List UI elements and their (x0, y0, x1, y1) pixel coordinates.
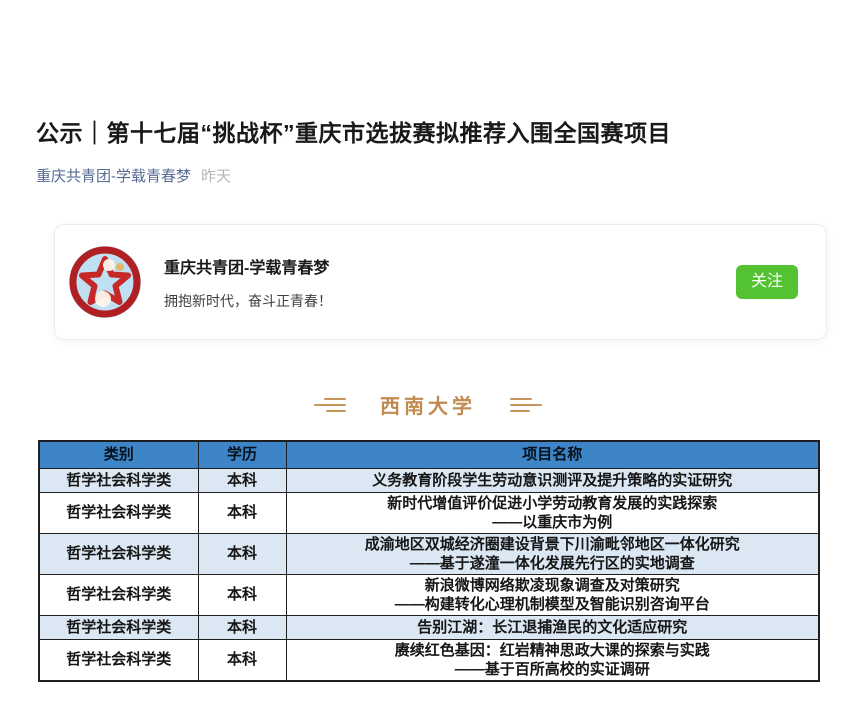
speed-lines-left-icon (314, 397, 346, 412)
degree-cell: 本科 (197, 638, 287, 682)
section-header-university: 西南大学 (36, 390, 820, 419)
category-cell: 哲学社会科学类 (38, 467, 199, 493)
degree-cell: 本科 (197, 532, 287, 575)
table-row: 哲学社会科学类 本科 新时代增值评价促进小学劳动教育发展的实践探索 ——以重庆市为… (38, 491, 820, 534)
article-page: 公示｜第十七届“挑战杯”重庆市选拔赛拟推荐入围全国赛项目 重庆共青团-学载青春梦… (36, 120, 827, 682)
account-avatar[interactable] (68, 245, 142, 319)
header-degree: 学历 (197, 440, 287, 469)
category-cell: 哲学社会科学类 (38, 573, 199, 616)
degree-cell: 本科 (197, 491, 287, 534)
publish-time: 昨天 (201, 168, 232, 186)
project-name-cell: 赓续红色基因：红岩精神思政大课的探索与实践 ——基于百所高校的实证调研 (285, 638, 820, 682)
table-row: 哲学社会科学类 本科 赓续红色基因：红岩精神思政大课的探索与实践 ——基于百所高校… (38, 638, 820, 682)
project-name-cell: 告别江湖：长江退捕渔民的文化适应研究 (285, 614, 820, 640)
category-cell: 哲学社会科学类 (38, 532, 199, 575)
table-row: 哲学社会科学类 本科 告别江湖：长江退捕渔民的文化适应研究 (38, 614, 820, 640)
account-name: 重庆共青团-学载青春梦 (164, 259, 330, 277)
byline: 重庆共青团-学载青春梦 昨天 (36, 165, 820, 186)
table-row: 哲学社会科学类 本科 成渝地区双城经济圈建设背景下川渝毗邻地区一体化研究 ——基于… (38, 532, 820, 575)
speed-lines-right-icon (510, 397, 542, 412)
author-link[interactable]: 重庆共青团-学载青春梦 (36, 168, 191, 186)
account-meta: 重庆共青团-学载青春梦 拥抱新时代，奋斗正青春！ (164, 254, 332, 311)
header-category: 类别 (38, 440, 199, 469)
projects-table: 类别 学历 项目名称 哲学社会科学类 本科 义务教育阶段学生劳动意识测评及提升策… (38, 440, 820, 682)
degree-cell: 本科 (197, 467, 287, 493)
page-title: 公示｜第十七届“挑战杯”重庆市选拔赛拟推荐入围全国赛项目 (36, 120, 671, 146)
project-name-cell: 义务教育阶段学生劳动意识测评及提升策略的实证研究 (285, 467, 820, 493)
table-row: 哲学社会科学类 本科 义务教育阶段学生劳动意识测评及提升策略的实证研究 (38, 467, 820, 493)
table-row: 哲学社会科学类 本科 新浪微博网络欺凌现象调查及对策研究 ——构建转化心理机制模型… (38, 573, 820, 616)
project-name-cell: 新时代增值评价促进小学劳动教育发展的实践探索 ——以重庆市为例 (285, 491, 820, 534)
table-header-row: 类别 学历 项目名称 (38, 440, 820, 469)
category-cell: 哲学社会科学类 (38, 638, 199, 682)
header-project-name: 项目名称 (285, 440, 820, 469)
project-name-cell: 新浪微博网络欺凌现象调查及对策研究 ——构建转化心理机制模型及智能识别咨询平台 (285, 573, 820, 616)
degree-cell: 本科 (197, 573, 287, 616)
category-cell: 哲学社会科学类 (38, 491, 199, 534)
follow-button[interactable]: 关注 (735, 265, 798, 300)
section-title: 西南大学 (380, 396, 476, 419)
account-card[interactable]: 重庆共青团-学载青春梦 拥抱新时代，奋斗正青春！ 关注 (54, 224, 827, 341)
account-description: 拥抱新时代，奋斗正青春！ (164, 292, 332, 309)
degree-cell: 本科 (197, 614, 287, 640)
red-star-logo-icon (68, 245, 142, 319)
category-cell: 哲学社会科学类 (38, 614, 199, 640)
project-name-cell: 成渝地区双城经济圈建设背景下川渝毗邻地区一体化研究 ——基于遂潼一体化发展先行区的… (285, 532, 820, 575)
